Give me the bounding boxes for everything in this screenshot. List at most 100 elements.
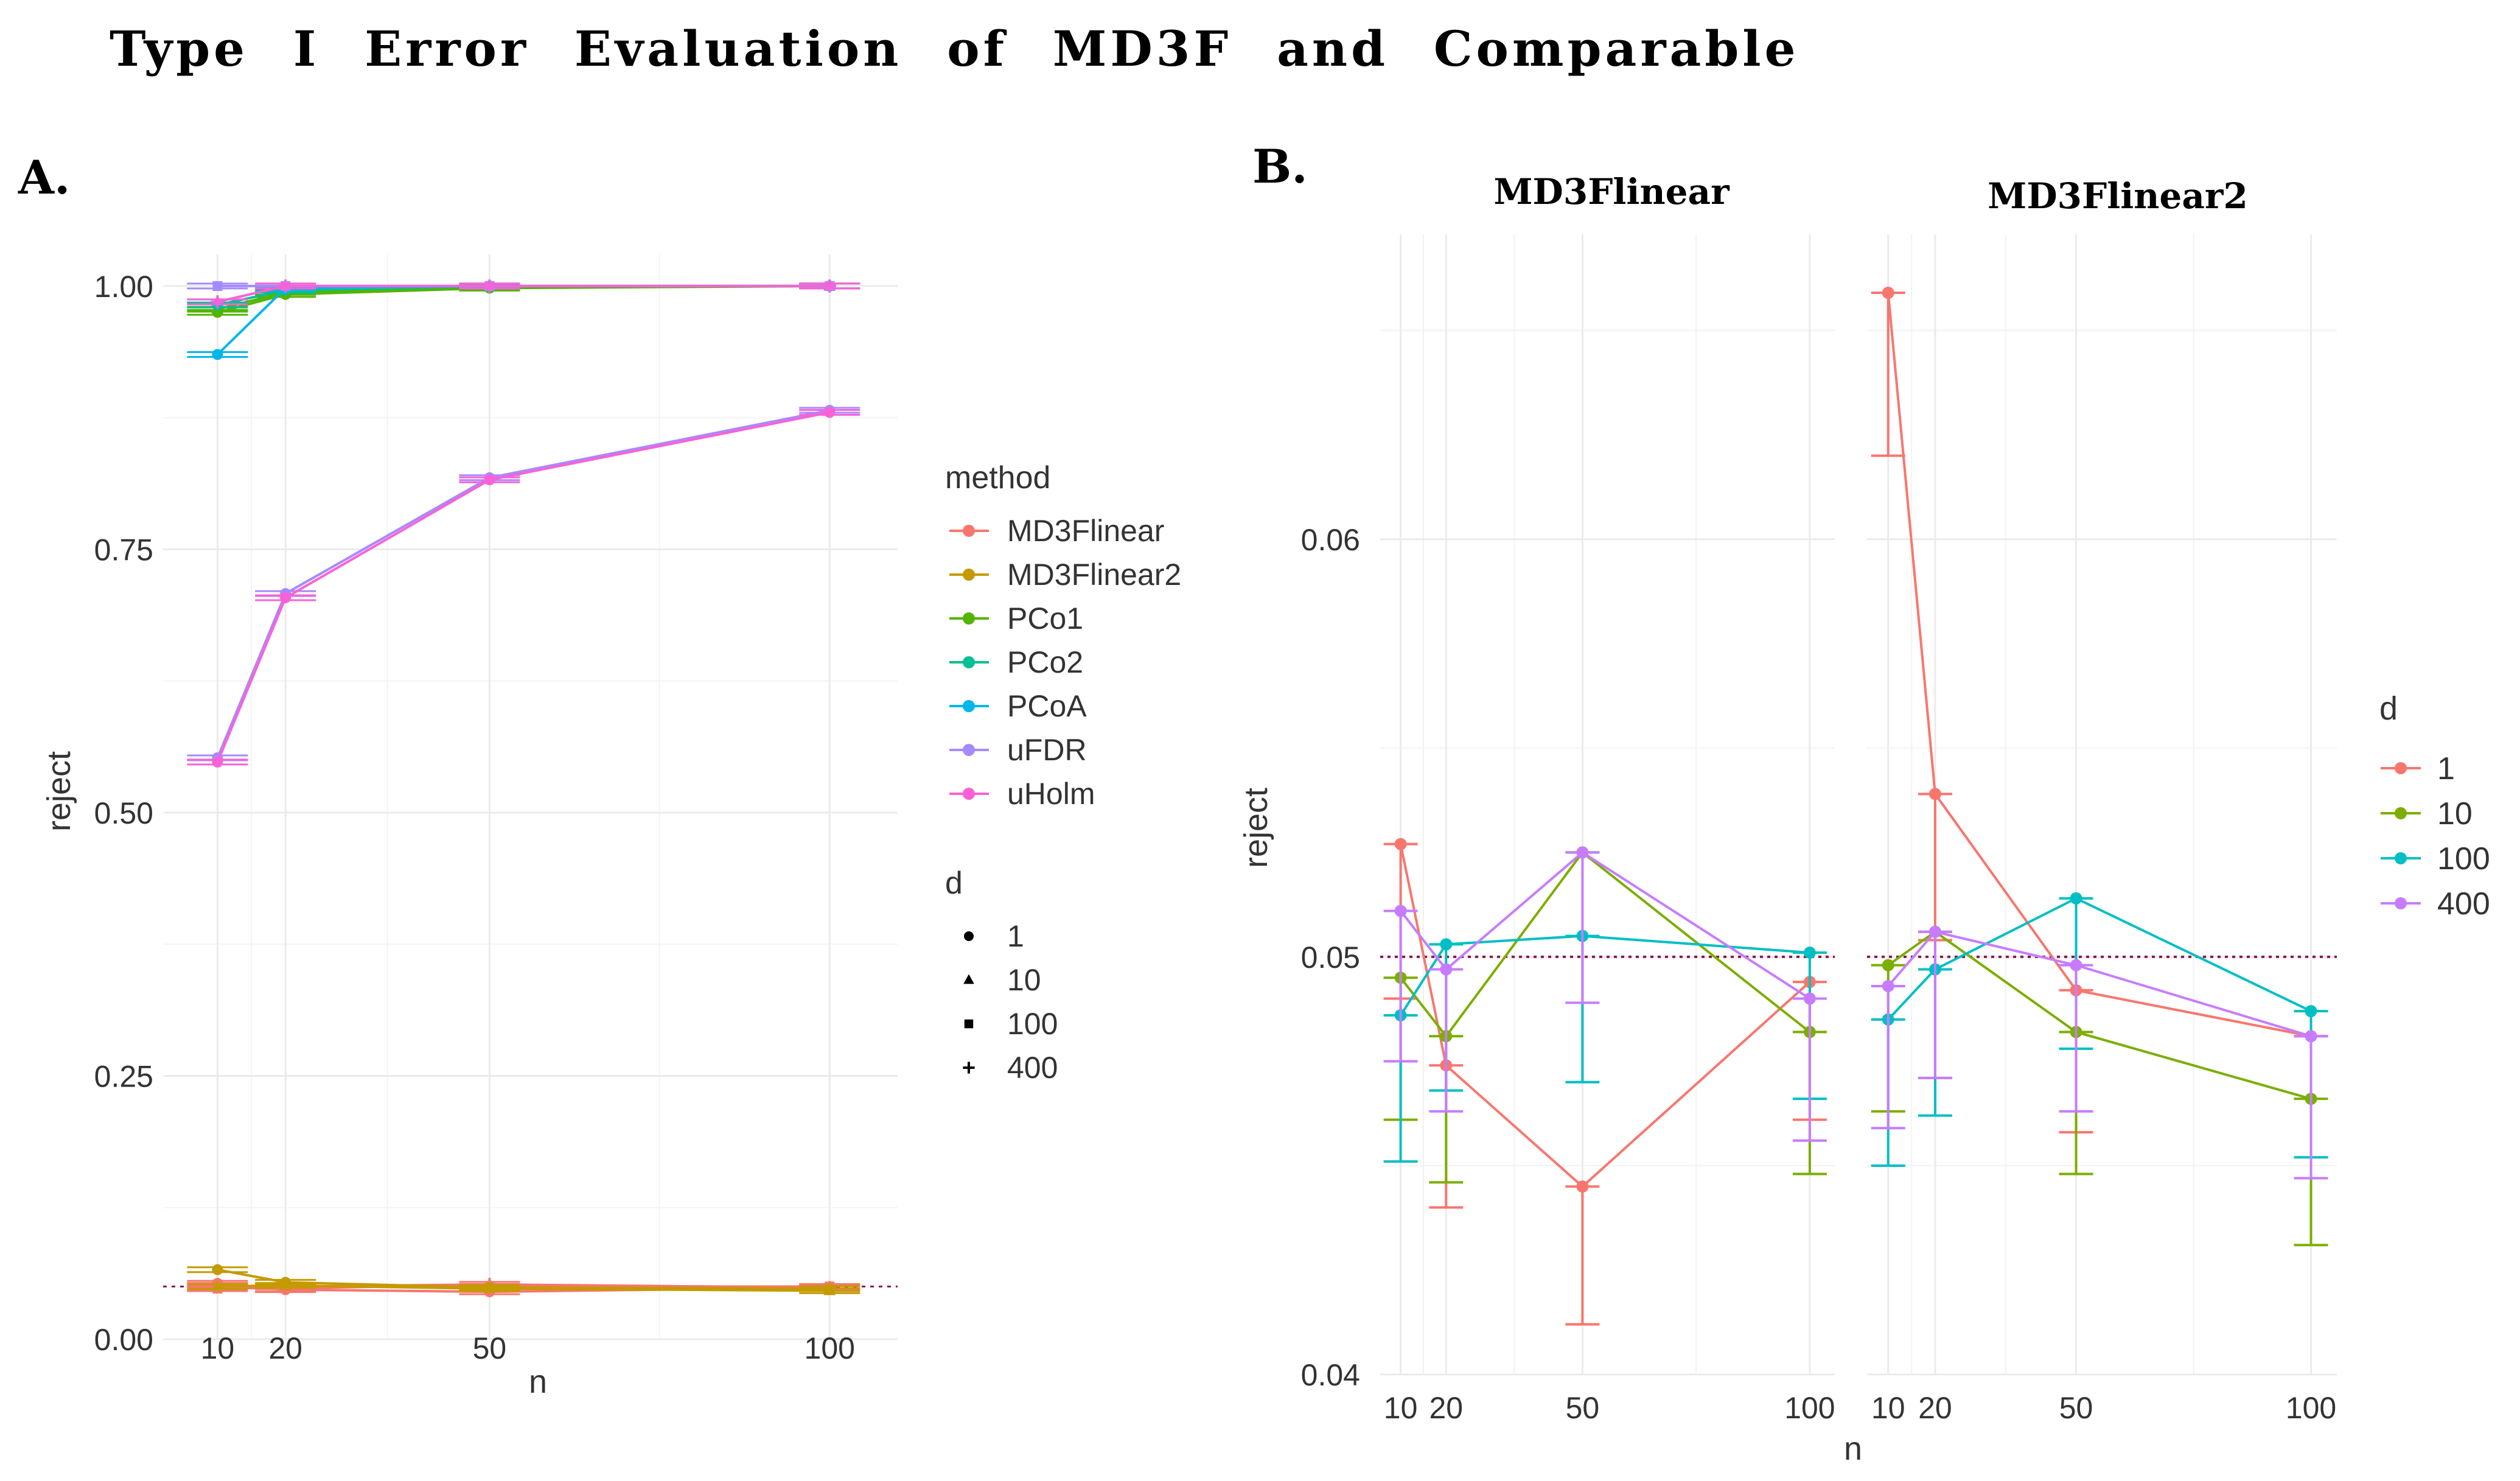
series-line	[1400, 850, 1811, 1038]
x-tick-label: 10	[1871, 1391, 1905, 1425]
series-uholm-d1	[187, 407, 860, 768]
x-tick-label: 20	[1429, 1391, 1464, 1425]
y-tick-label: 0.06	[1301, 523, 1360, 557]
chart-a-legend-method: method MD3Flinear MD3Flinear2 PCo1 PCo2 PCoA…	[945, 460, 1181, 811]
data-point	[2305, 1030, 2317, 1043]
data-point	[2305, 1005, 2317, 1018]
chart-b-legend: d 1 10 100 400	[2379, 690, 2490, 922]
series-d400	[1383, 846, 1827, 1142]
facet-md3flinear2: 10 20 50 100	[1867, 234, 2337, 1425]
data-point	[212, 1264, 223, 1275]
legend-label: MD3Flinear	[1007, 514, 1164, 548]
series-line	[1400, 850, 1810, 1000]
legend-swatch-point	[963, 744, 975, 756]
x-tick-label: 50	[473, 1331, 507, 1365]
series-line	[1887, 292, 2311, 1038]
data-point	[1882, 979, 1894, 992]
data-point	[483, 279, 497, 293]
data-point	[1928, 788, 1941, 800]
data-point	[211, 1280, 224, 1291]
series-line	[1399, 844, 1811, 1188]
legend-swatch-point	[2395, 852, 2407, 864]
legend-swatch-point	[963, 788, 975, 800]
legend-swatch-point	[2395, 762, 2407, 774]
data-point	[1576, 846, 1589, 859]
series-pcoa-d1	[187, 280, 860, 360]
facet-md3flinear-title: MD3Flinear	[1493, 171, 1730, 212]
data-point	[824, 407, 836, 418]
data-point	[212, 756, 223, 768]
data-point	[279, 1278, 292, 1290]
series-line	[1399, 934, 1810, 1017]
series-d10	[1383, 846, 1827, 1184]
chart-a-series	[187, 279, 860, 1298]
facet-md3flinear: 10 20 50 100	[1380, 234, 1835, 1425]
chart-b-legend-title: d	[2379, 690, 2398, 727]
y-tick-label: 0.75	[94, 533, 153, 567]
chart-b: 10 20 50 100 10 20 50 100 0.04 0.05 0.06 MD3Flin…	[1238, 171, 2490, 1467]
legend-item-d-100: 100	[2381, 841, 2490, 877]
data-point	[1576, 1180, 1589, 1193]
legend-label: 400	[1007, 1051, 1058, 1085]
data-point	[279, 279, 292, 293]
legend-label: PCo1	[1007, 601, 1083, 635]
legend-swatch-point	[2395, 807, 2407, 819]
legend-label: 100	[2437, 841, 2490, 877]
x-tick-label: 100	[1784, 1391, 1835, 1425]
chart-b-y-axis-title: reject	[1238, 788, 1274, 868]
data-point	[211, 295, 225, 309]
page-title: Type I Error Evaluation of MD3F and Comp…	[110, 20, 1799, 77]
series-md3flinear2-d10	[187, 1278, 860, 1295]
legend-swatch-point	[963, 569, 975, 581]
legend-label: 10	[1007, 963, 1041, 997]
y-tick-label: 0.00	[94, 1323, 153, 1357]
legend-swatch-point	[2395, 897, 2407, 909]
data-point	[963, 1062, 975, 1074]
data-point	[963, 974, 974, 984]
legend-item-md3flinear: MD3Flinear	[949, 514, 1164, 548]
x-tick-label: 10	[1384, 1391, 1418, 1425]
series-line	[216, 411, 830, 763]
legend-item-ufdr: uFDR	[949, 733, 1087, 767]
series-ufdr-d1	[187, 405, 860, 763]
legend-swatch-point	[963, 525, 975, 537]
data-point	[2070, 892, 2082, 905]
facet-md3flinear2-title: MD3Flinear2	[1988, 175, 2248, 217]
data-point	[1928, 925, 1941, 938]
series-d1	[1383, 838, 1827, 1326]
x-tick-label: 100	[2286, 1391, 2336, 1425]
legend-label: PCoA	[1007, 689, 1087, 723]
legend-item-d-1: 1	[2381, 751, 2455, 786]
series-line	[1887, 930, 2312, 1038]
data-point	[212, 281, 223, 292]
legend-item-uholm: uHolm	[949, 777, 1095, 811]
legend-item-d-1: 1	[964, 919, 1024, 953]
legend-label: 1	[2437, 751, 2455, 786]
x-tick-label: 100	[805, 1331, 855, 1365]
series-line	[217, 1284, 830, 1292]
legend-item-pcoa: PCoA	[949, 689, 1087, 723]
data-point	[1882, 287, 1894, 299]
series-line	[217, 284, 830, 303]
data-point	[1440, 963, 1453, 976]
series-line	[1887, 930, 2312, 1101]
legend-label: 400	[2437, 886, 2490, 922]
chart-a: 0.000.250.500.751.00 10 20 50 100 n reject …	[41, 254, 1181, 1400]
data-point	[823, 1284, 836, 1295]
x-tick-label: 20	[268, 1331, 302, 1365]
data-point	[1440, 938, 1453, 951]
y-tick-label: 0.05	[1301, 940, 1360, 975]
chart-a-legend-d: d 1 10 100 400	[945, 866, 1058, 1085]
legend-label: 10	[2437, 796, 2473, 832]
legend-swatch-point	[963, 656, 975, 668]
series-d1	[1871, 287, 2328, 1134]
data-point	[212, 349, 223, 360]
y-tick-label: 1.00	[94, 270, 153, 304]
x-tick-label: 50	[2059, 1391, 2093, 1425]
series-uholm-d400	[187, 279, 860, 309]
legend-item-d-10: 10	[963, 963, 1041, 997]
legend-method-title: method	[945, 460, 1050, 495]
data-point	[964, 1019, 974, 1029]
legend-swatch-point	[963, 612, 975, 625]
legend-item-md3flinear2: MD3Flinear2	[949, 558, 1181, 592]
